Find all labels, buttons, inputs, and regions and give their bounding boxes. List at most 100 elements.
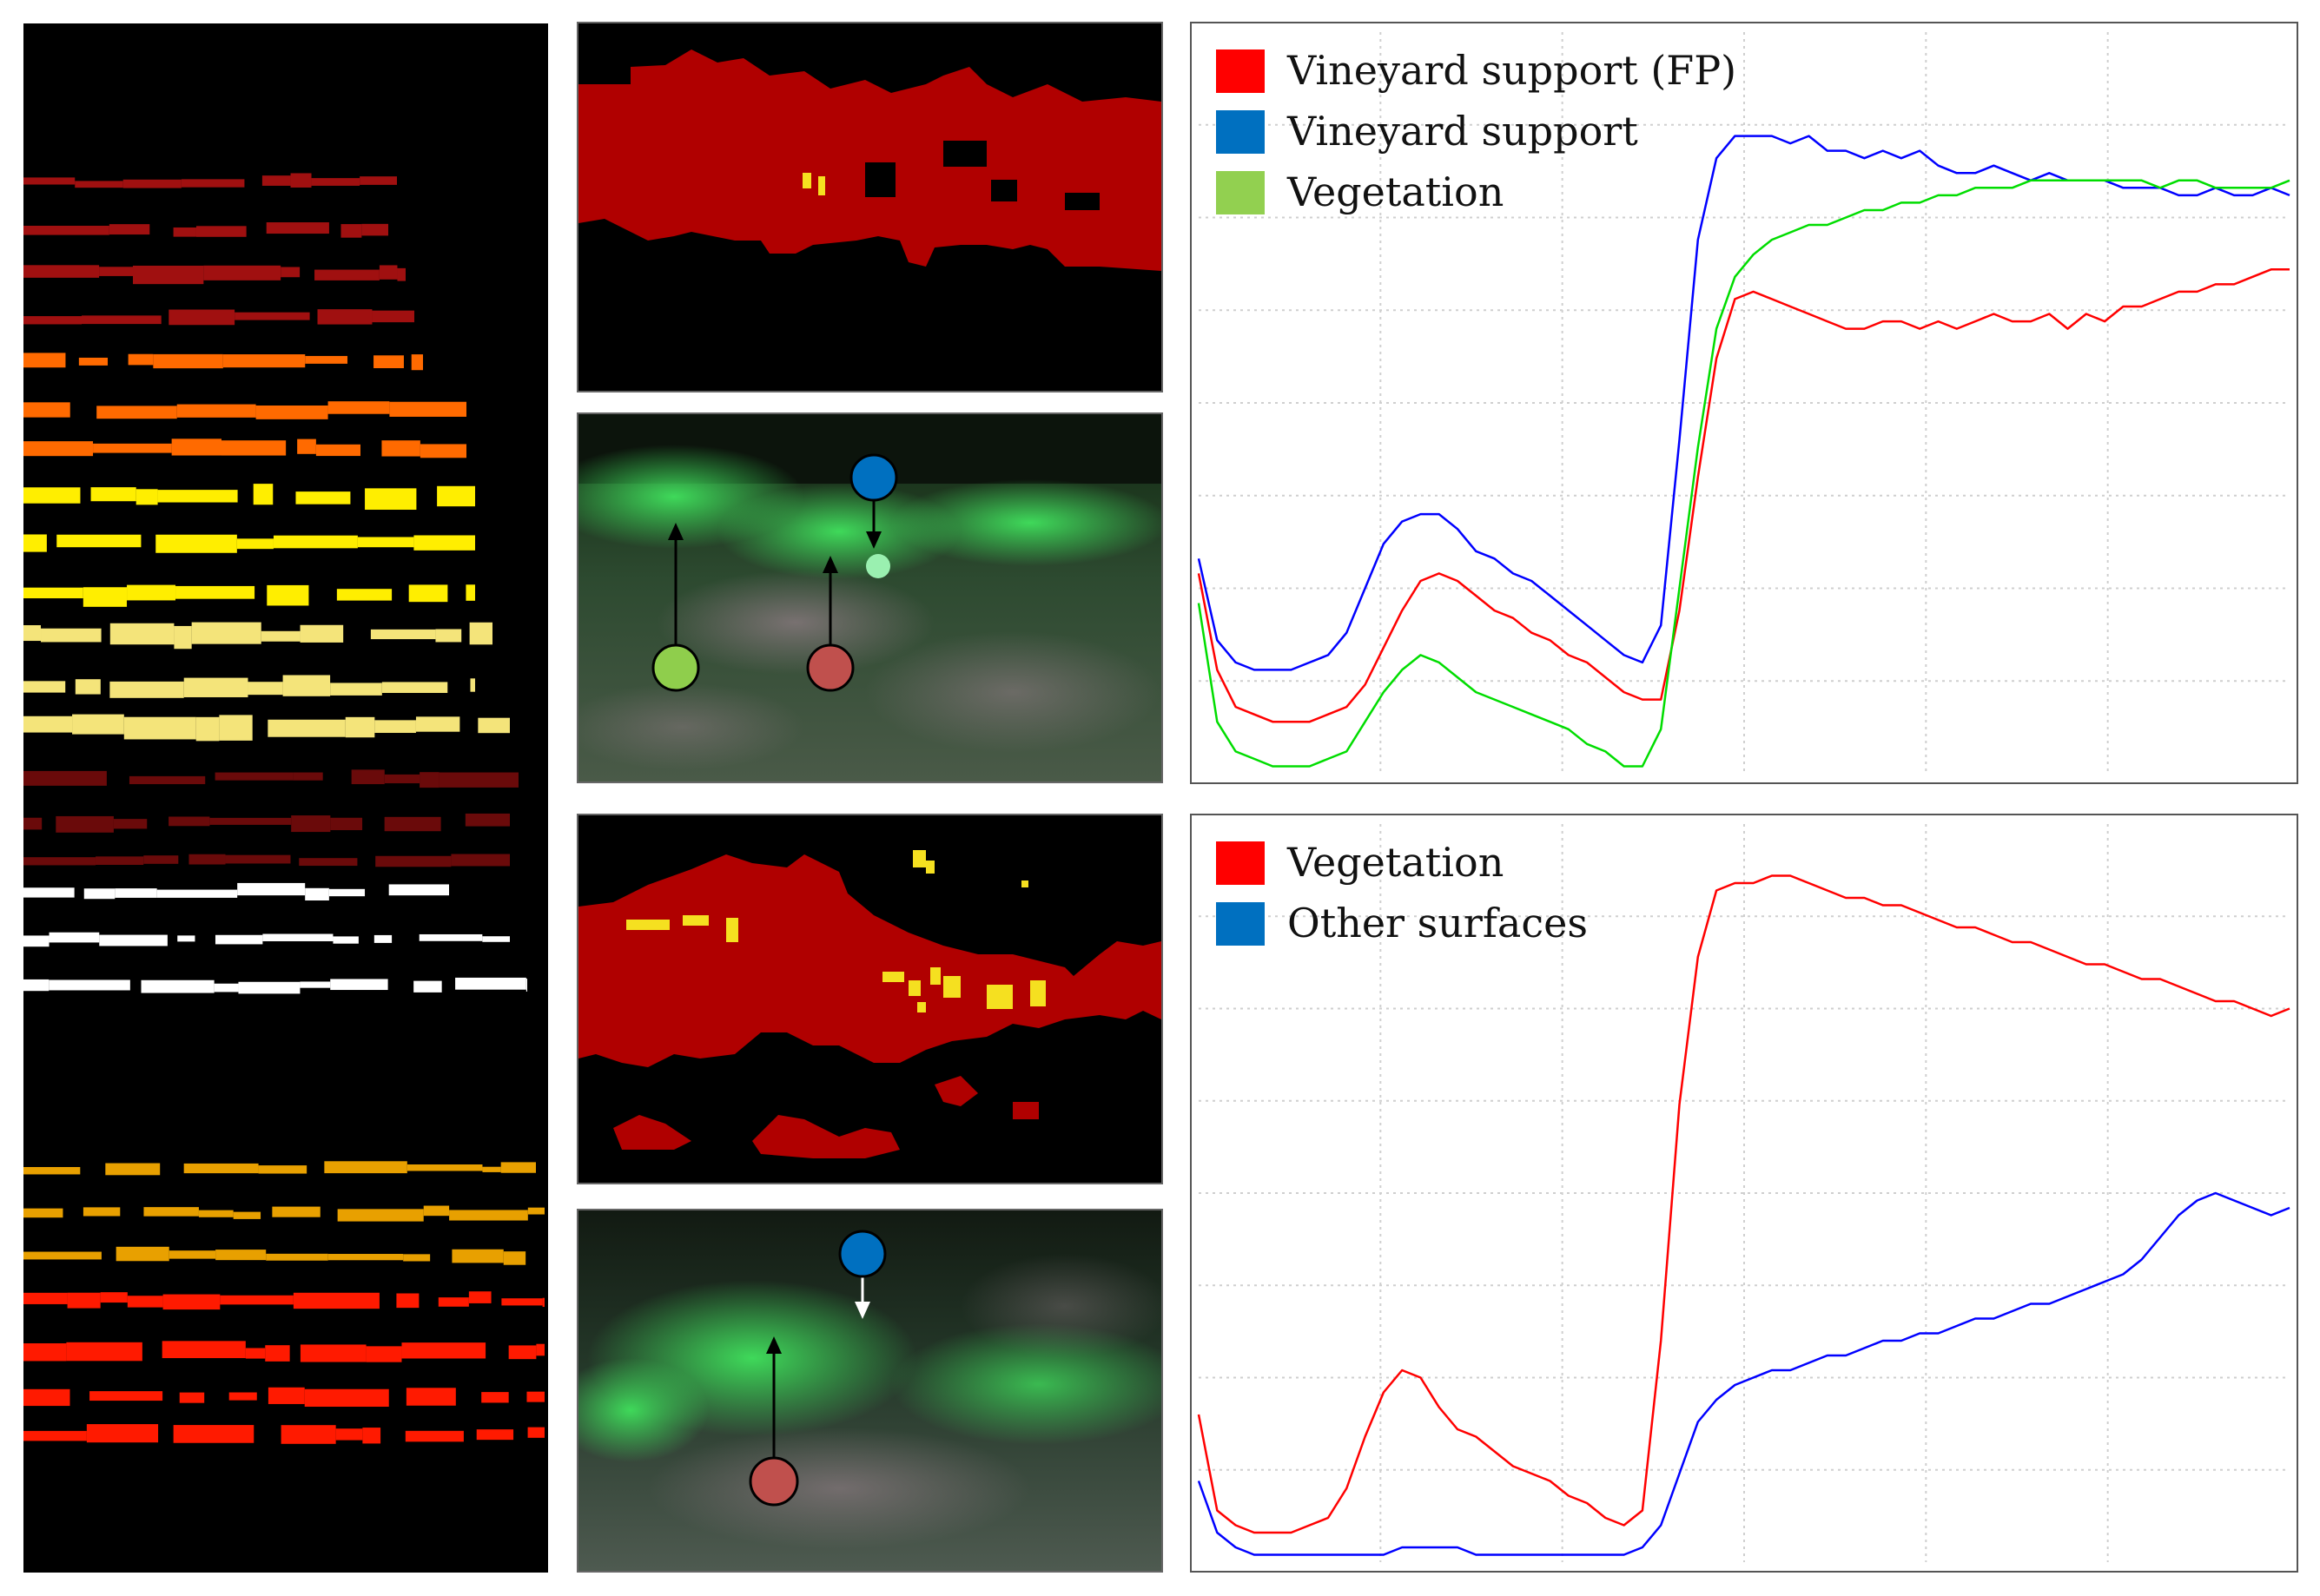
vine-row-segment [86, 1424, 159, 1443]
vine-row-segment [420, 772, 440, 788]
vine-row-segment [299, 858, 358, 867]
vine-row-segment [372, 310, 414, 323]
vine-row-segment [78, 357, 109, 366]
vine-row-segment [195, 226, 247, 237]
vine-row-segment [317, 309, 373, 325]
vine-row-segment [169, 1250, 216, 1259]
legend-label: Vineyard support [1286, 108, 1638, 155]
vine-row-segment [481, 1392, 509, 1403]
arrow-head [866, 531, 882, 549]
vine-row-segment [23, 353, 66, 368]
mask-hole [1065, 193, 1100, 210]
legend-label: Vegetation [1286, 839, 1504, 886]
vine-row-segment [482, 936, 510, 942]
vine-row-segment [413, 535, 475, 551]
vine-row-segment [437, 485, 475, 507]
vine-row-segment [209, 817, 292, 825]
soil-patch [961, 1254, 1161, 1358]
legend-swatch [1216, 171, 1265, 214]
vine-row-segment [384, 774, 420, 784]
vine-row-segment [109, 224, 150, 235]
vine-row-segment [23, 587, 83, 599]
vine-row-segment [23, 857, 96, 866]
vine-row-segment [470, 678, 475, 692]
legend-swatch [1216, 49, 1265, 93]
vine-row-segment [133, 265, 204, 285]
spectral-chart-bottom: Vegetation Other surfaces [1190, 814, 2298, 1573]
vine-row-segment [23, 1208, 63, 1218]
vine-row-segment [188, 854, 226, 865]
vine-row-segment [330, 979, 388, 991]
vine-row-segment [293, 772, 323, 781]
vine-row-segment [214, 983, 239, 993]
vine-row-segment [23, 487, 81, 504]
vine-row-segment [23, 441, 94, 457]
arrow-head [766, 1336, 782, 1354]
vine-row-segment [439, 772, 519, 788]
vine-row-segment [401, 1342, 486, 1359]
mask-region [613, 1115, 691, 1150]
vine-row-segment [268, 719, 346, 737]
vine-row-segment [23, 1166, 81, 1175]
vine-row-segment [435, 629, 462, 643]
vine-row-segment [176, 404, 256, 418]
vine-row-segment [361, 223, 388, 236]
vine-row-segment [175, 585, 255, 599]
vine-row-segment [123, 716, 196, 740]
vine-row-segment [476, 1429, 514, 1441]
vine-row-segment [67, 1292, 101, 1309]
vine-row-segment [41, 628, 102, 643]
mask-top-svg [578, 23, 1161, 391]
marker-vegetation [749, 1456, 799, 1507]
vine-row-segment [81, 315, 162, 325]
vine-row-segment [527, 1427, 545, 1438]
vine-row-segment [406, 1164, 483, 1171]
vine-row-segment [300, 981, 331, 988]
mask-hole [865, 162, 896, 197]
legend-swatch [1216, 902, 1265, 946]
legend-label: Other surfaces [1287, 900, 1588, 946]
mask-bottom-panel [577, 814, 1163, 1184]
vine-row-segment [100, 1292, 128, 1303]
vine-row-segment [153, 353, 223, 369]
vine-row-segment [109, 681, 184, 698]
vine-row-segment [127, 584, 176, 601]
series-line-vineyard-support [1197, 135, 2290, 671]
vine-row-segment [23, 402, 70, 418]
vine-row-segment [327, 401, 390, 414]
vine-row-segment [261, 175, 291, 186]
mask-region [578, 49, 1161, 271]
vine-row-segment [141, 979, 215, 993]
vine-row-segment [420, 444, 466, 458]
rgb-bottom-panel [577, 1209, 1163, 1573]
vine-row-segment [508, 1345, 537, 1360]
marker-vineyard-support [849, 453, 898, 502]
vine-row-segment [128, 353, 154, 366]
vine-row-segment [99, 934, 168, 946]
vine-row-segment [198, 1210, 234, 1217]
vine-row-segment [384, 816, 441, 832]
series-line-vegetation [1197, 179, 2290, 768]
vine-row-segment [413, 980, 442, 993]
chart-bottom-svg: Vegetation Other surfaces [1197, 824, 2290, 1562]
vine-row-segment [23, 1342, 67, 1362]
vine-row-segment [215, 772, 294, 781]
vine-row-segment [381, 682, 448, 694]
vine-row-segment [304, 1388, 389, 1408]
vine-row-segment [222, 354, 306, 368]
vine-row-segment [455, 977, 526, 990]
vine-row-segment [362, 1428, 381, 1444]
vine-row-segment [478, 717, 510, 734]
vine-row-segment [245, 1348, 266, 1359]
vine-row-segment [423, 1205, 450, 1217]
vine-row-segment [173, 1425, 254, 1443]
vine-row-segment [23, 1388, 70, 1407]
vine-row-segment [169, 309, 235, 326]
vine-row-segment [503, 1251, 526, 1265]
vine-row-segment [389, 401, 466, 417]
vine-row-segment [162, 1341, 246, 1359]
vine-row-segment [465, 813, 510, 827]
vine-row-segment [403, 1254, 431, 1262]
vine-row-segment [451, 854, 510, 867]
vine-row-segment [314, 269, 380, 280]
